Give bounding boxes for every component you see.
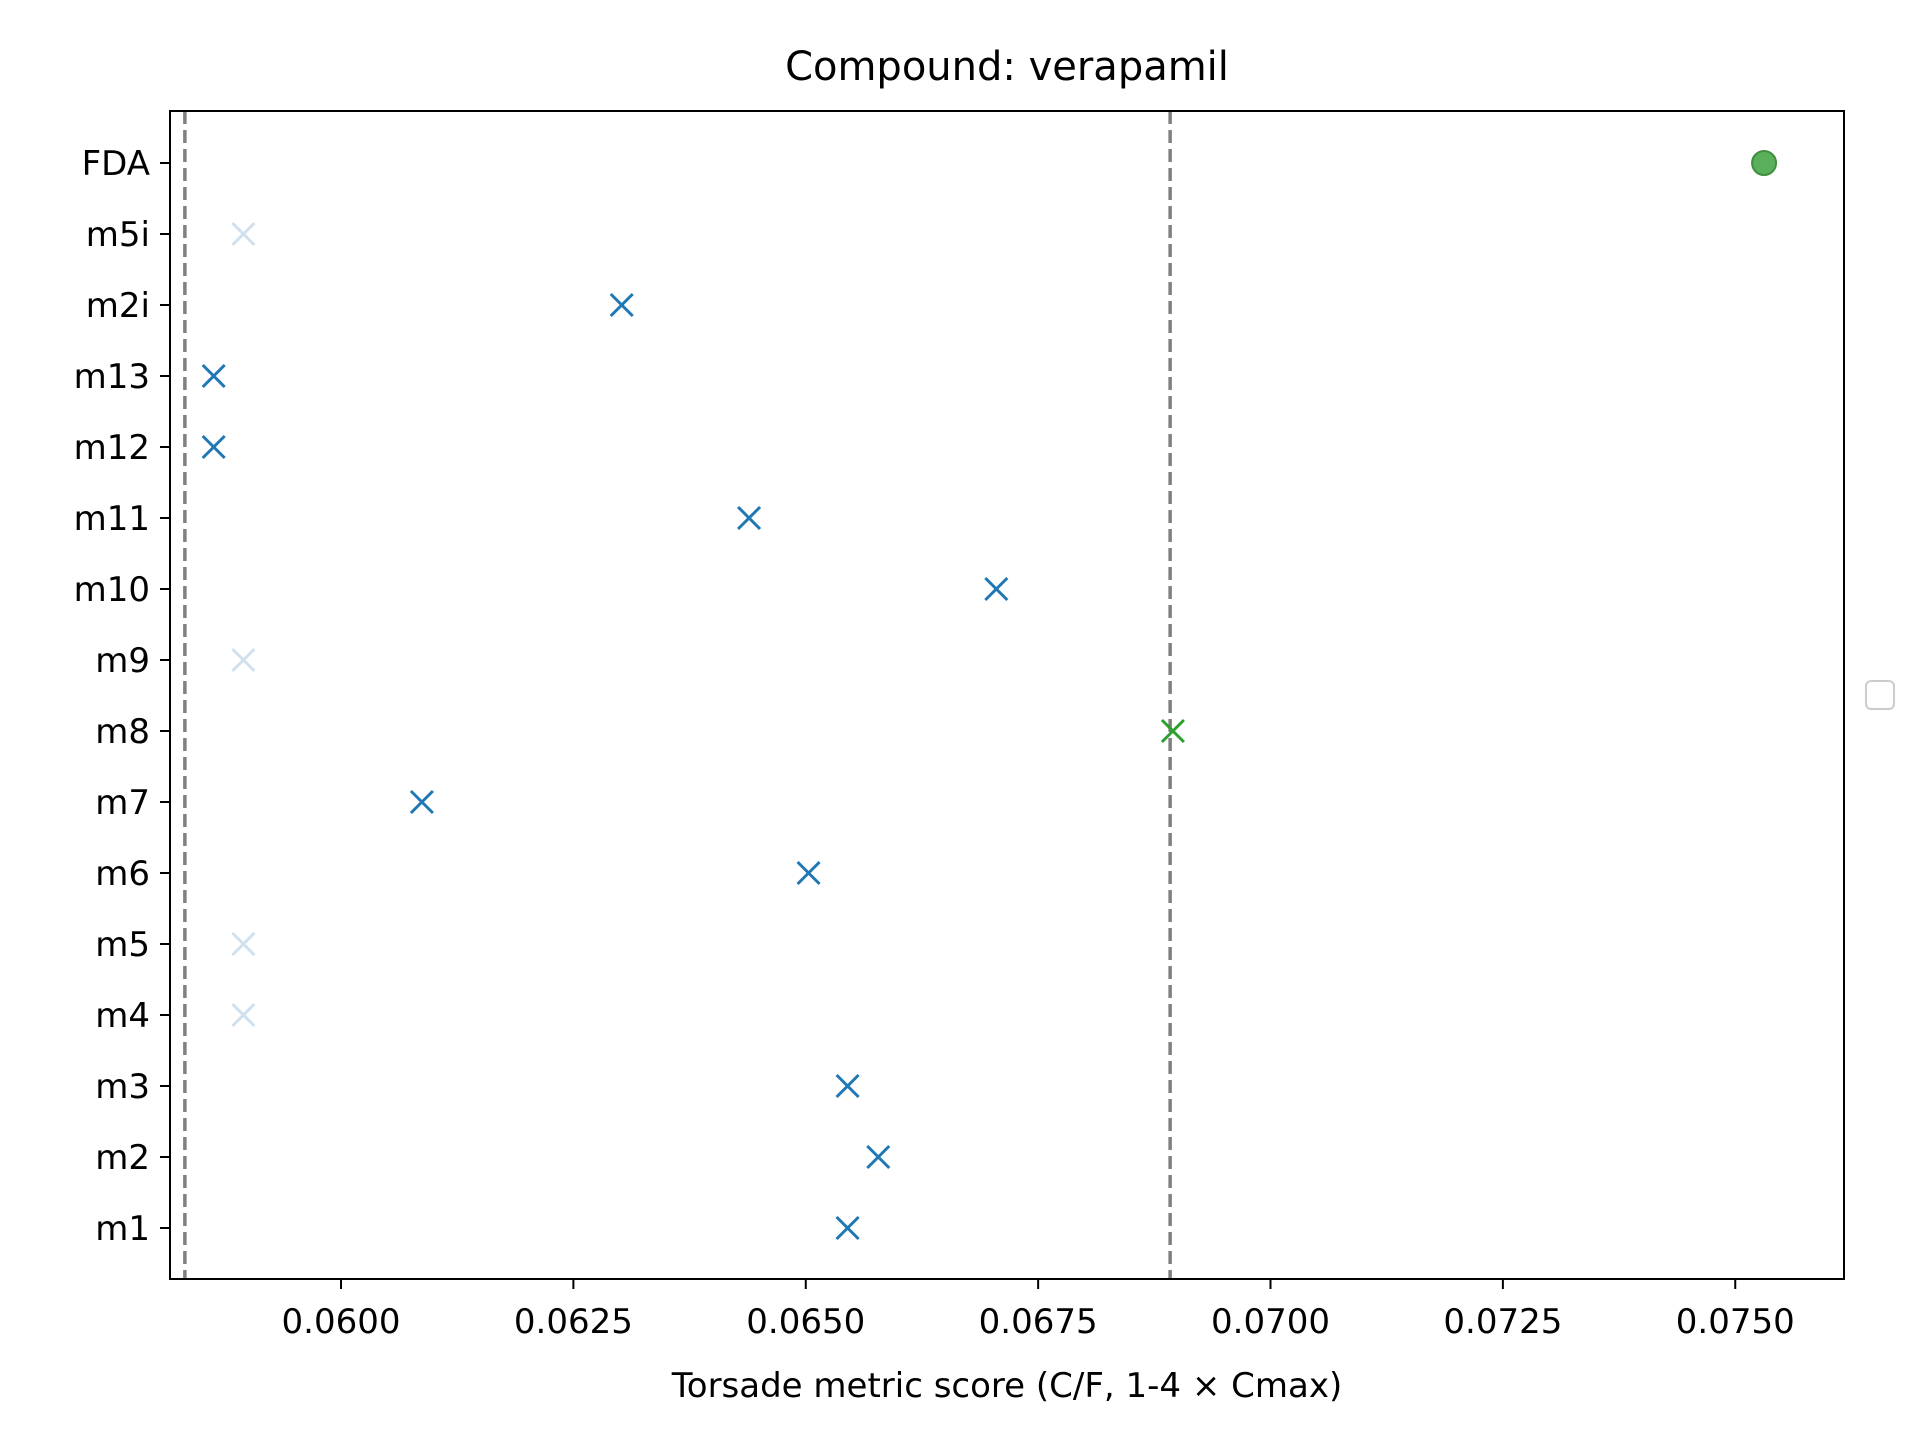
y-tick-label: m7 [95, 783, 150, 823]
y-tick-label: m5 [95, 925, 150, 965]
chart-title: Compound: verapamil [785, 44, 1229, 90]
data-point-FDA [1751, 150, 1778, 176]
y-tick-label: m1 [95, 1209, 150, 1249]
y-tick-label: m12 [74, 428, 150, 468]
data-point-m2 [866, 1144, 891, 1170]
y-tick-label: m11 [74, 499, 150, 539]
data-point-m13 [201, 363, 226, 389]
y-tick-label: m10 [74, 570, 150, 610]
x-axis: 0.0600 0.0625 0.0650 0.0675 0.0700 0.0725 0.07… [282, 1279, 1795, 1342]
data-point-m7 [409, 789, 434, 815]
plot-area [183, 111, 1778, 1279]
data-point-m3 [835, 1073, 860, 1099]
y-tick-label: m2 [95, 1138, 150, 1178]
data-point-m6 [796, 860, 821, 886]
data-point-m4 [231, 1002, 256, 1028]
x-tick-label: 0.0650 [746, 1302, 865, 1342]
x-axis-label: Torsade metric score (C/F, 1-4 × Cmax) [671, 1366, 1342, 1406]
y-axis: m1 m2 m3 m4 m5 m6 m7 m8 m9 m10 m11 m12 m13 m2i m5i FDA [74, 144, 170, 1249]
x-tick-label: 0.0625 [514, 1302, 633, 1342]
y-tick-label: FDA [82, 144, 150, 184]
data-point-m8 [1160, 718, 1185, 744]
data-point-m11 [737, 505, 762, 531]
data-point-m9 [231, 647, 256, 673]
y-tick-label: m2i [86, 286, 150, 326]
data-point-m10 [984, 576, 1009, 602]
y-tick-label: m3 [95, 1067, 150, 1107]
x-tick-label: 0.0700 [1211, 1302, 1330, 1342]
data-point-m1 [835, 1215, 860, 1241]
plot-frame [169, 110, 1845, 1280]
data-point-m2i [609, 292, 634, 318]
data-point-m5 [231, 931, 256, 957]
x-tick-label: 0.0725 [1443, 1302, 1562, 1342]
x-tick-label: 0.0750 [1676, 1302, 1795, 1342]
x-tick-label: 0.0675 [979, 1302, 1098, 1342]
data-point-m5i [231, 221, 256, 247]
y-tick-label: m9 [95, 641, 150, 681]
y-tick-label: m8 [95, 712, 150, 752]
legend-box [1865, 680, 1895, 710]
data-point-m12 [201, 434, 226, 460]
y-tick-label: m5i [86, 215, 150, 255]
y-tick-label: m6 [95, 854, 150, 894]
y-tick-label: m4 [95, 996, 150, 1036]
x-tick-label: 0.0600 [282, 1302, 401, 1342]
y-tick-label: m13 [74, 357, 150, 397]
